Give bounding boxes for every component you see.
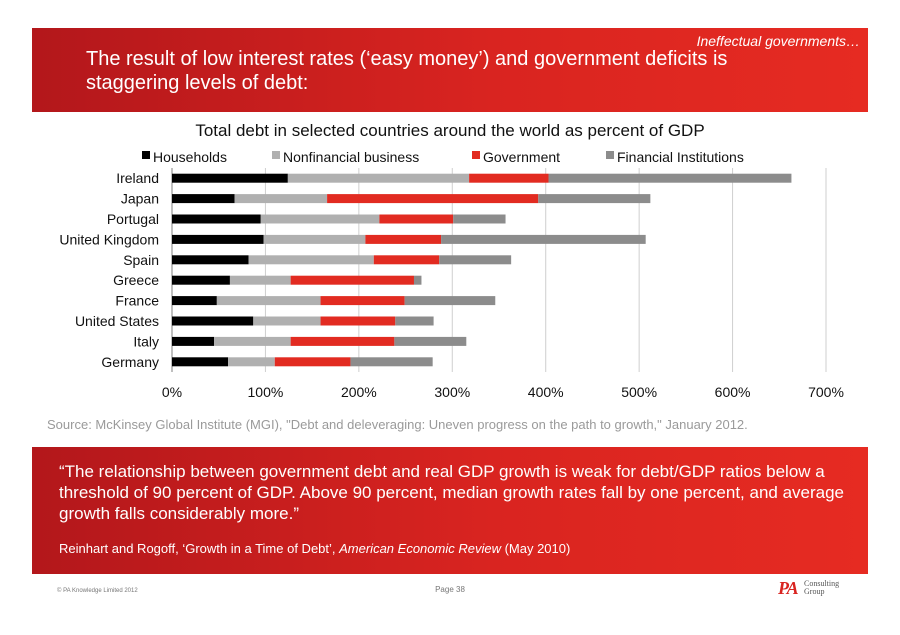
category-label: Ireland [116,170,159,186]
legend-swatch [606,151,614,159]
bar-segment [404,296,496,306]
bar-segment [394,336,467,346]
footer-copyright: © PA Knowledge Limited 2012 [57,588,138,594]
citation-journal: American Economic Review [339,541,501,556]
x-tick-label: 300% [434,384,470,400]
x-tick-label: 200% [341,384,377,400]
bar-segment [253,316,321,326]
bar-segment [290,336,395,346]
legend-label: Financial Institutions [617,149,744,165]
bar-segment [172,194,235,204]
x-tick-label: 400% [528,384,564,400]
quote-text: “The relationship between government deb… [59,462,845,523]
bar-segment [538,194,651,204]
header-banner: Ineffectual governments… The result of l… [32,28,868,112]
citation-authors: Reinhart and Rogoff, ‘Growth in a Time o… [59,541,340,556]
bar-segment [439,255,512,265]
source-note: Source: McKinsey Global Institute (MGI),… [47,417,748,432]
bar-segment [214,336,291,346]
x-tick-label: 100% [248,384,284,400]
bar-segment [172,296,217,306]
category-label: Japan [121,191,159,207]
category-label: United Kingdom [59,231,159,247]
legend-swatch [142,151,150,159]
bar-segment [172,275,230,285]
category-label: France [115,293,159,309]
bar-segment [441,234,646,244]
bar-segment [395,316,434,326]
bar-segment [350,357,433,367]
section-tag: Ineffectual governments… [696,33,860,49]
bar-segment [413,275,422,285]
quote-citation: Reinhart and Rogoff, ‘Growth in a Time o… [59,541,570,556]
bar-segment [172,336,215,346]
category-label: United States [75,313,159,329]
category-label: Germany [101,354,159,370]
x-tick-label: 600% [715,384,751,400]
category-label: Italy [133,333,159,349]
bar-segment [248,255,374,265]
x-tick-label: 700% [808,384,844,400]
bar-segment [172,234,264,244]
bar-segment [373,255,440,265]
bar-segment [287,173,470,183]
quote-banner: “The relationship between government deb… [32,447,868,574]
bar-segment [379,214,454,224]
bar-segment [229,275,291,285]
category-label: Portugal [107,211,159,227]
bar-segment [216,296,321,306]
legend-label: Nonfinancial business [283,149,419,165]
logo-mark: PA [778,578,799,598]
legend-label: Households [153,149,227,165]
bar-segment [228,357,275,367]
legend-swatch [272,151,280,159]
bar-segment [274,357,351,367]
legend-label: Government [483,149,560,165]
bar-segment [263,234,366,244]
bar-segment [327,194,539,204]
citation-date: (May 2010) [500,541,571,556]
bar-segment [260,214,380,224]
bar-segment [320,316,396,326]
bar-segment [234,194,328,204]
bar-segment [320,296,405,306]
bar-segment [172,173,288,183]
bar-segment [365,234,442,244]
bar-segment [469,173,549,183]
chart-title: Total debt in selected countries around … [195,121,705,140]
logo-line-consulting: Consulting [804,579,840,588]
logo-line-group: Group [804,587,825,596]
page-number: Page 38 [435,585,465,594]
category-label: Greece [113,272,159,288]
bar-segment [172,255,249,265]
bar-segment [453,214,506,224]
bar-segment [172,316,254,326]
bar-segment [548,173,792,183]
x-tick-label: 500% [621,384,657,400]
x-tick-label: 0% [162,384,182,400]
legend-swatch [472,151,480,159]
bar-segment [290,275,414,285]
page-headline: The result of low interest rates (‘easy … [86,48,728,94]
bar-segment [172,214,261,224]
category-label: Spain [123,252,159,268]
bar-segment [172,357,229,367]
pa-consulting-logo: PA Consulting Group [778,578,858,598]
